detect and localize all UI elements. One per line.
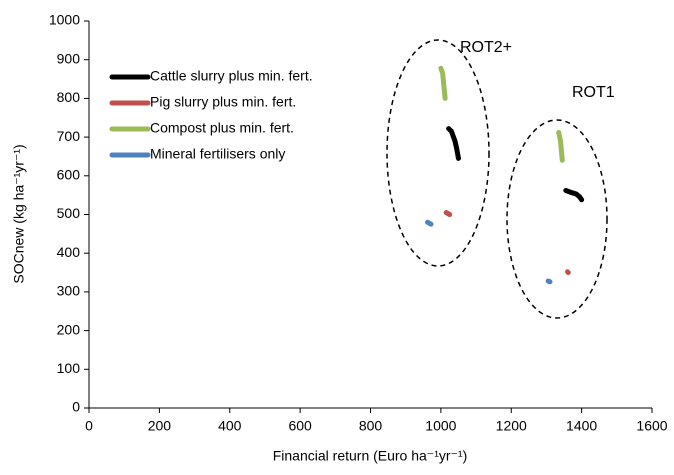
y-tick-label: 500 (57, 205, 81, 221)
rot2-ellipse (386, 39, 490, 267)
rot1-ellipse (506, 119, 608, 319)
y-tick-label: 400 (57, 244, 81, 260)
series-line (438, 65, 565, 163)
x-tick-label: 1200 (496, 418, 527, 434)
x-tick-label: 600 (288, 418, 312, 434)
annotation: ROT1 (572, 84, 615, 101)
y-tick-label: 800 (57, 89, 81, 105)
x-tick-label: 1400 (566, 418, 597, 434)
y-tick-label: 1000 (49, 12, 80, 28)
legend-label: Pig slurry plus min. fert. (150, 94, 296, 110)
legend-label: Cattle slurry plus min. fert. (150, 68, 313, 84)
legend-label: Mineral fertilisers only (150, 146, 285, 162)
x-tick-label: 1000 (425, 418, 456, 434)
x-tick-label: 0 (85, 418, 93, 434)
x-tick-label: 400 (218, 418, 242, 434)
annotation: ROT2+ (460, 39, 512, 56)
y-tick-label: 200 (57, 321, 81, 337)
series-line (443, 210, 571, 276)
x-tick-label: 200 (148, 418, 172, 434)
y-tick-label: 300 (57, 283, 81, 299)
legend-label: Compost plus min. fert. (150, 120, 294, 136)
x-tick-label: 800 (359, 418, 383, 434)
y-tick-label: 900 (57, 50, 81, 66)
y-axis-label: SOCnew (kg ha⁻¹yr⁻¹) (11, 144, 27, 283)
series-line (425, 219, 553, 285)
x-tick-label: 1600 (636, 418, 667, 434)
series-line (446, 126, 585, 203)
y-tick-label: 0 (72, 399, 80, 415)
y-tick-label: 700 (57, 128, 81, 144)
y-tick-label: 600 (57, 167, 81, 183)
x-axis-label: Financial return (Euro ha⁻¹yr⁻¹) (273, 448, 468, 464)
y-tick-label: 100 (57, 360, 81, 376)
